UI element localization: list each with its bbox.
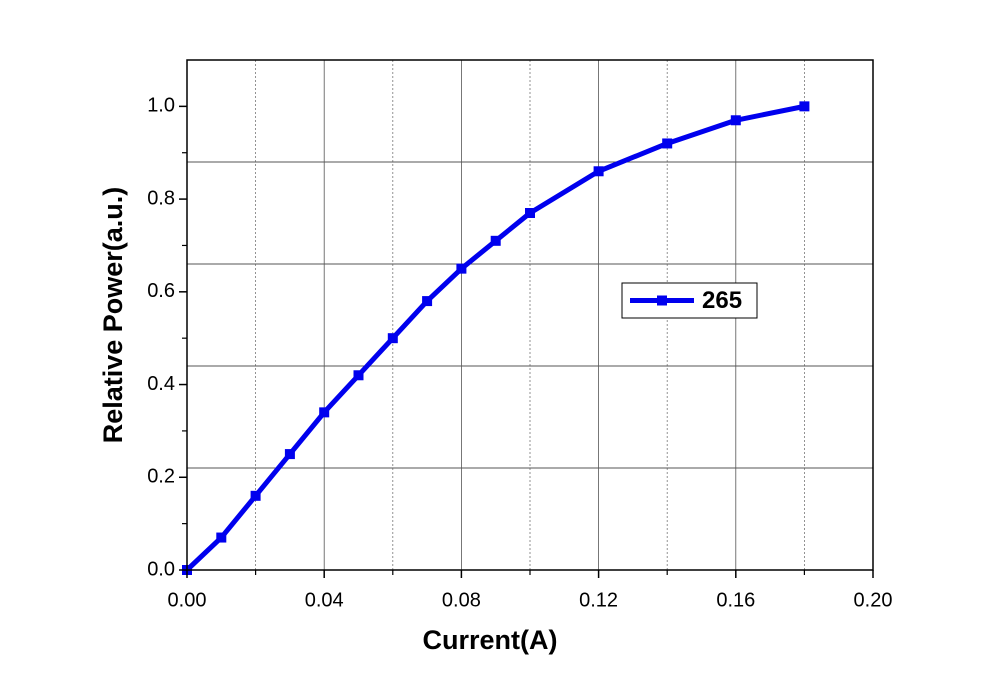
series-line bbox=[185, 103, 805, 572]
y-tick-label: 0.6 bbox=[147, 280, 175, 302]
y-tick-label: 0.2 bbox=[147, 466, 175, 488]
data-point bbox=[387, 333, 398, 344]
y-axis-label: Relative Power(a.u.) bbox=[98, 187, 128, 444]
data-point bbox=[422, 296, 433, 307]
data-point bbox=[730, 115, 741, 126]
data-point bbox=[284, 449, 295, 460]
data-point bbox=[525, 208, 535, 218]
legend-marker bbox=[657, 295, 667, 306]
legend-label: 265 bbox=[702, 287, 742, 314]
y-tick-label: 0.4 bbox=[147, 373, 175, 395]
x-tick-label: 0.04 bbox=[305, 589, 344, 611]
data-point bbox=[456, 263, 467, 274]
data-point bbox=[319, 407, 330, 418]
data-point bbox=[353, 370, 364, 381]
x-tick-label: 0.20 bbox=[854, 589, 893, 611]
data-point bbox=[490, 235, 501, 246]
x-tick-label: 0.08 bbox=[442, 589, 481, 611]
x-tick-label: 0.12 bbox=[579, 589, 618, 611]
y-tick-label: 0.0 bbox=[147, 558, 175, 580]
x-tick-label: 0.00 bbox=[168, 589, 207, 611]
data-point bbox=[799, 101, 810, 112]
y-tick-label: 1.0 bbox=[147, 95, 175, 117]
data-point bbox=[593, 166, 604, 177]
x-axis-label: Current(A) bbox=[423, 625, 558, 655]
x-tick-label: 0.16 bbox=[716, 589, 755, 611]
data-point bbox=[250, 490, 261, 501]
data-point bbox=[216, 532, 227, 543]
y-tick-label: 0.8 bbox=[147, 187, 175, 209]
plot bbox=[182, 101, 810, 575]
data-point bbox=[662, 138, 673, 149]
grid bbox=[187, 60, 873, 570]
